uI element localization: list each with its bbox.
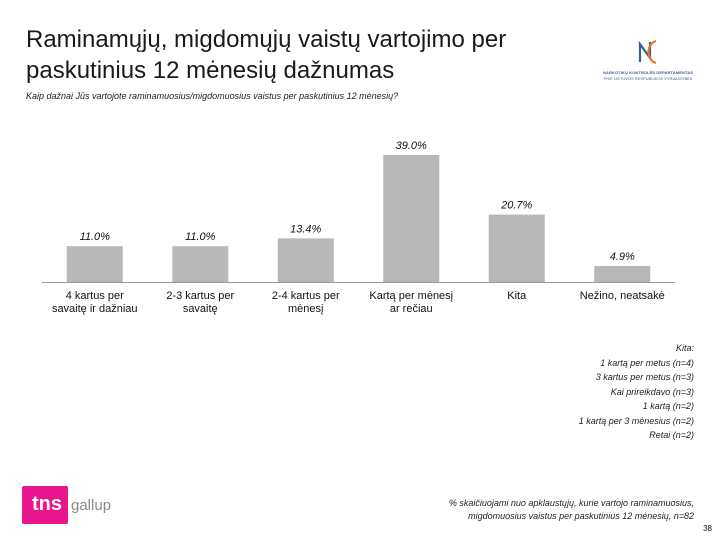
bar-value-label: 20.7% [500, 200, 532, 212]
footnote: % skaičiuojami nuo apklaustųjų, kurie va… [394, 497, 694, 523]
x-tick-label: 4 kartus per savaitę ir dažniau [51, 290, 138, 315]
x-tick-label: Kita [507, 290, 527, 302]
footnote-line2: migdomuosius vaistus per paskutinius 12 … [468, 511, 694, 521]
footnote-line1: % skaičiuojami nuo apklaustųjų, kurie va… [448, 498, 694, 508]
bar [172, 246, 229, 282]
gallup-logo-text: gallup [71, 497, 112, 514]
page-number: 38 [703, 524, 712, 533]
bar-value-label: 39.0% [396, 140, 427, 152]
nkd-logo: NARKOTIKŲ KONTROLĖS DEPARTAMENTAS PRIE L… [598, 38, 698, 81]
tns-logo-text: tns [32, 493, 62, 515]
nkd-logo-line2: PRIE LIETUVOS RESPUBLIKOS VYRIAUSYBĖS [603, 76, 693, 81]
bar [277, 238, 334, 282]
x-tick-label: 2-3 kartus per savaitę [166, 290, 235, 315]
kita-item: 1 kartą per 3 mėnesius (n=2) [578, 415, 694, 426]
tns-gallup-logo: tns gallup [22, 486, 132, 524]
kita-item: 1 kartą (n=2) [642, 401, 694, 411]
bar [66, 246, 123, 282]
nkd-logo-mark-icon [638, 39, 657, 65]
kita-item: 1 kartą per metus (n=4) [600, 357, 694, 368]
bar-value-label: 11.0% [185, 231, 216, 243]
x-tick-label: 2-4 kartus per mėnesį [271, 290, 340, 315]
kita-note: Kita: 1 kartą per metus (n=4) 3 kartus p… [434, 341, 694, 443]
tns-logo-box [22, 486, 68, 524]
bar [383, 155, 440, 282]
x-tick-label: Kartą per mėnesį ar rečiau [369, 290, 454, 315]
kita-heading: Kita: [675, 343, 694, 353]
bar [488, 214, 545, 282]
kita-item: Retai (n=2) [649, 430, 694, 440]
bar-value-label: 4.9% [610, 251, 635, 263]
kita-item: Kai prireikdavo (n=3) [610, 386, 694, 397]
nkd-logo-line1: NARKOTIKŲ KONTROLĖS DEPARTAMENTAS [603, 70, 693, 75]
slide-title: Raminamųjų, migdomųjų vaistų vartojimo p… [26, 26, 507, 84]
bar-chart: 11.0% 11.0% 13.4% 39.0% 20.7% 4.9% [42, 140, 675, 283]
x-tick-label: Nežino, neatsakė [579, 290, 665, 302]
bar-value-label: 11.0% [80, 231, 111, 243]
survey-question: Kaip dažnai Jūs vartojote raminamuosius/… [26, 91, 399, 101]
bar [594, 266, 651, 282]
bar-value-label: 13.4% [290, 223, 321, 235]
kita-item: 3 kartus per metus (n=3) [595, 372, 694, 382]
